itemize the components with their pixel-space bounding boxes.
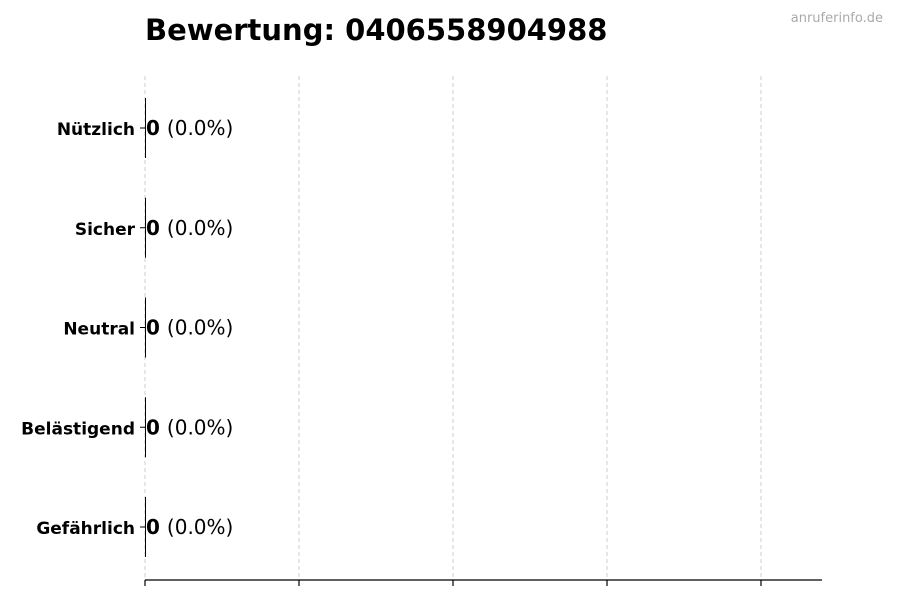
category-label: Sicher <box>75 220 136 240</box>
value-count: 0 <box>146 415 160 439</box>
value-count: 0 <box>146 515 160 539</box>
value-percent: (0.0%) <box>167 116 233 140</box>
value-count: 0 <box>146 216 160 240</box>
value-count: 0 <box>146 116 160 140</box>
bar <box>145 297 146 358</box>
value-count: 0 <box>146 316 160 340</box>
category-label: Belästigend <box>21 419 135 439</box>
category-label: Neutral <box>63 320 135 340</box>
value-label: 0 (0.0%) <box>146 515 233 539</box>
value-label: 0 (0.0%) <box>146 415 233 439</box>
category-label: Nützlich <box>57 120 135 140</box>
value-percent: (0.0%) <box>167 216 233 240</box>
bar <box>145 98 146 158</box>
chart-title: Bewertung: 0406558904988 <box>145 13 607 47</box>
value-label: 0 (0.0%) <box>146 216 233 240</box>
bar <box>145 497 146 557</box>
bar <box>145 197 146 258</box>
value-percent: (0.0%) <box>167 415 233 439</box>
value-label: 0 (0.0%) <box>146 116 233 140</box>
category-label: Gefährlich <box>36 519 135 539</box>
bar <box>145 397 146 458</box>
value-percent: (0.0%) <box>167 515 233 539</box>
value-percent: (0.0%) <box>167 316 233 340</box>
watermark: anruferinfo.de <box>791 11 883 26</box>
value-label: 0 (0.0%) <box>146 316 233 340</box>
